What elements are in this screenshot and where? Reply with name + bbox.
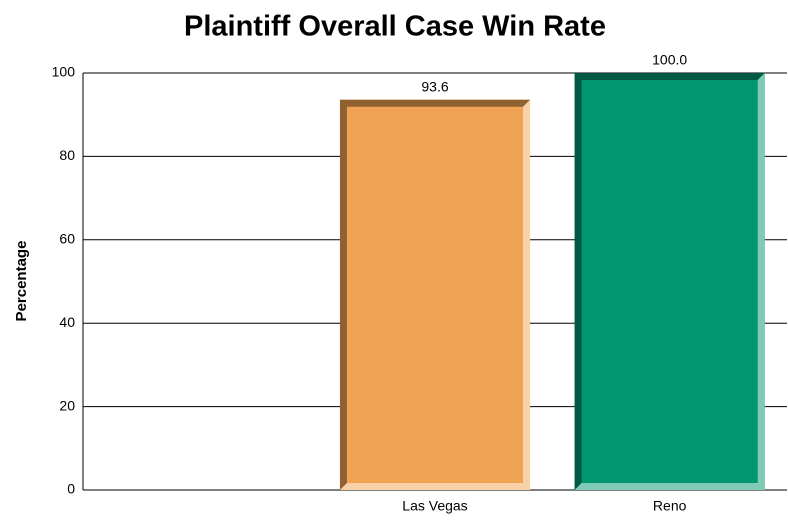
chart-title: Plaintiff Overall Case Win Rate: [184, 11, 606, 43]
y-tick-label: 0: [67, 481, 75, 497]
value-label: 93.6: [421, 78, 448, 94]
bar: [339, 99, 531, 491]
y-tick-label: 20: [59, 397, 75, 413]
y-tick-label: 100: [52, 64, 76, 80]
y-tick-label: 40: [59, 314, 75, 330]
y-tick-label: 80: [59, 147, 75, 163]
value-label: 100.0: [652, 52, 687, 68]
y-axis-label: Percentage: [13, 241, 30, 322]
bar: [574, 73, 765, 490]
y-tick-label: 60: [59, 231, 75, 247]
x-tick-label: Las Vegas: [402, 498, 467, 514]
x-tick-label: Reno: [653, 498, 687, 514]
